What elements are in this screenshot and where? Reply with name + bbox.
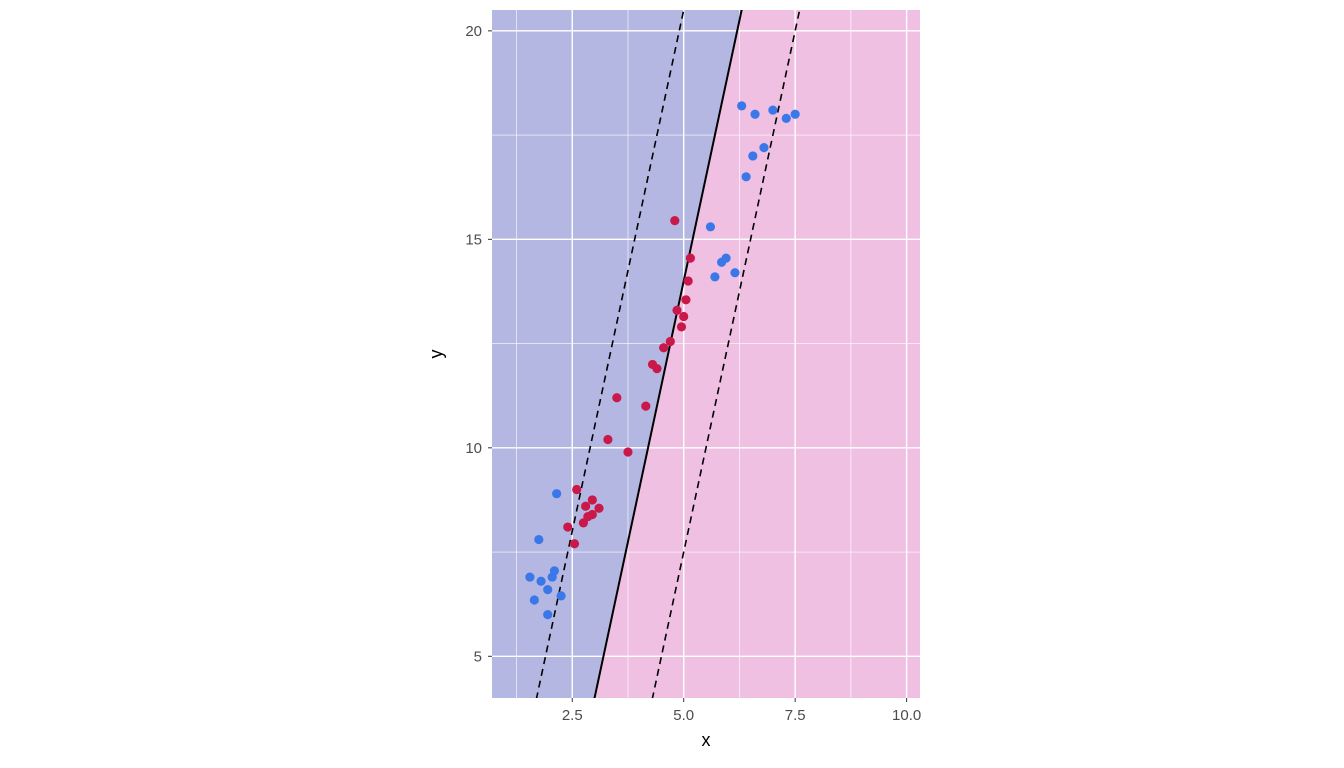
x-tick-label: 2.5 bbox=[562, 707, 583, 724]
chart-container: 2.5 5.0 7.5 10.0 5 10 15 20 x y bbox=[0, 0, 1344, 768]
x-tick-label: 10.0 bbox=[892, 707, 921, 724]
point-class-blue bbox=[543, 610, 552, 619]
point-class-red bbox=[570, 539, 579, 548]
point-class-red bbox=[623, 447, 632, 456]
y-axis-title: y bbox=[426, 350, 446, 359]
point-class-blue bbox=[543, 585, 552, 594]
point-class-blue bbox=[525, 572, 534, 581]
point-class-red bbox=[679, 312, 688, 321]
point-class-blue bbox=[750, 110, 759, 119]
point-class-red bbox=[652, 364, 661, 373]
point-class-red bbox=[588, 495, 597, 504]
point-class-blue bbox=[706, 222, 715, 231]
y-tick-label: 15 bbox=[465, 231, 482, 248]
point-class-blue bbox=[536, 577, 545, 586]
point-class-blue bbox=[748, 151, 757, 160]
point-class-blue bbox=[791, 110, 800, 119]
point-class-red bbox=[563, 522, 572, 531]
point-class-red bbox=[641, 402, 650, 411]
point-class-red bbox=[686, 253, 695, 262]
x-tick-label: 5.0 bbox=[673, 707, 694, 724]
x-tick-label: 7.5 bbox=[785, 707, 806, 724]
point-class-red bbox=[603, 435, 612, 444]
point-class-red bbox=[612, 393, 621, 402]
scatter-svm-chart: 2.5 5.0 7.5 10.0 5 10 15 20 x y bbox=[0, 0, 1344, 768]
point-class-red bbox=[581, 502, 590, 511]
point-class-red bbox=[670, 216, 679, 225]
point-class-blue bbox=[550, 566, 559, 575]
point-class-red bbox=[659, 343, 668, 352]
point-class-blue bbox=[721, 253, 730, 262]
point-class-blue bbox=[730, 268, 739, 277]
y-tick-label: 5 bbox=[474, 648, 482, 665]
point-class-blue bbox=[552, 489, 561, 498]
y-tick-label: 20 bbox=[465, 23, 482, 40]
y-tick-label: 10 bbox=[465, 440, 482, 457]
point-class-blue bbox=[759, 143, 768, 152]
decision-regions bbox=[492, 10, 920, 698]
point-class-blue bbox=[530, 595, 539, 604]
point-class-blue bbox=[782, 114, 791, 123]
point-class-red bbox=[594, 504, 603, 513]
point-class-blue bbox=[742, 172, 751, 181]
point-class-blue bbox=[737, 101, 746, 110]
point-class-red bbox=[672, 306, 681, 315]
point-class-red bbox=[684, 276, 693, 285]
point-class-red bbox=[572, 485, 581, 494]
point-class-blue bbox=[710, 272, 719, 281]
point-class-blue bbox=[534, 535, 543, 544]
point-class-red bbox=[588, 510, 597, 519]
point-class-blue bbox=[557, 591, 566, 600]
point-class-red bbox=[677, 322, 686, 331]
point-class-red bbox=[681, 295, 690, 304]
point-class-blue bbox=[768, 105, 777, 114]
point-class-red bbox=[666, 337, 675, 346]
x-axis-title: x bbox=[702, 730, 711, 750]
